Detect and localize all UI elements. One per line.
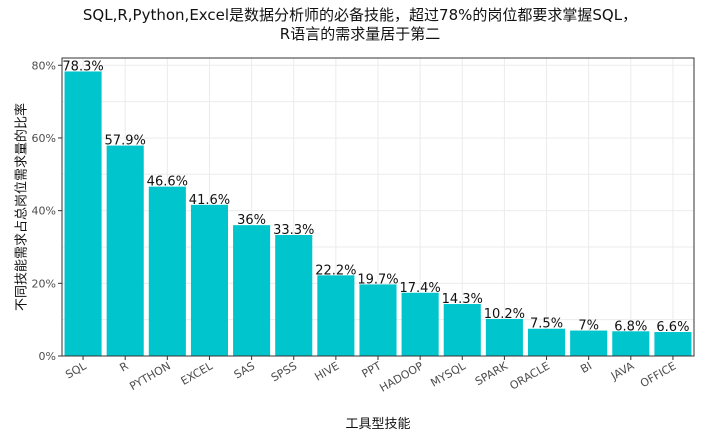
bars xyxy=(64,71,692,356)
bar-office xyxy=(654,332,692,356)
chart-title-line-1: SQL,R,Python,Excel是数据分析师的必备技能，超过78%的岗位都要… xyxy=(82,6,638,24)
x-tick-label-sas: SAS xyxy=(232,359,257,381)
bar-sas xyxy=(233,225,271,356)
x-tick-label-python: PYTHON xyxy=(127,359,172,393)
data-label-spark: 10.2% xyxy=(484,307,525,322)
data-label-ppt: 19.7% xyxy=(357,272,398,287)
bar-oracle xyxy=(527,328,566,356)
data-label-python: 46.6% xyxy=(147,175,188,190)
bar-bi xyxy=(570,330,608,356)
y-axis-title: 不同技能需求占总岗位需求量的比率 xyxy=(14,103,30,311)
data-label-mysql: 14.3% xyxy=(442,292,483,307)
y-tick-label: 20% xyxy=(32,277,56,290)
data-label-r: 57.9% xyxy=(105,134,146,149)
bar-spark xyxy=(485,318,523,356)
bar-hive xyxy=(317,275,355,356)
data-labels: 78.3% 57.9% 46.6%41.6% 36% 33.3% 22.2%19.7%17… xyxy=(62,59,689,335)
data-label-sql: 78.3% xyxy=(62,59,103,74)
x-tick-label-r: R xyxy=(118,359,131,374)
y-tick-label: 60% xyxy=(32,132,56,145)
x-tick-label-sql: SQL xyxy=(63,359,89,382)
x-tick-label-spss: SPSS xyxy=(269,359,299,384)
bar-hadoop xyxy=(401,292,439,356)
x-tick-label-office: OFFICE xyxy=(638,359,678,390)
data-label-sas: 36% xyxy=(237,213,266,228)
bar-ppt xyxy=(359,284,397,356)
chart-title: SQL,R,Python,Excel是数据分析师的必备技能，超过78%的岗位都要… xyxy=(0,6,720,44)
y-tick-label: 80% xyxy=(32,59,56,72)
data-label-bi: 7% xyxy=(578,319,599,334)
data-label-spss: 33.3% xyxy=(273,223,314,238)
y-axis-ticks: 0% 20% 40% 60% 80% xyxy=(32,59,62,363)
x-tick-label-spark: SPARK xyxy=(473,359,511,388)
x-tick-label-java: JAVA xyxy=(608,359,637,383)
x-tick-label-ppt: PPT xyxy=(360,359,384,380)
data-label-office: 6.6% xyxy=(656,320,689,335)
chart-title-line-2: R语言的需求量居于第二 xyxy=(279,25,441,43)
x-tick-label-excel: EXCEL xyxy=(179,359,216,388)
x-tick-label-hive: HIVE xyxy=(312,359,341,383)
x-tick-label-oracle: ORACLE xyxy=(507,359,552,392)
x-tick-label-bi: BI xyxy=(578,359,594,376)
bar-r xyxy=(106,145,144,356)
data-label-oracle: 7.5% xyxy=(530,317,563,332)
bar-spss xyxy=(275,234,313,356)
y-tick-label: 40% xyxy=(32,205,56,218)
data-label-java: 6.8% xyxy=(614,319,647,334)
x-tick-label-mysql: MYSQL xyxy=(428,359,468,390)
bar-mysql xyxy=(443,304,481,356)
data-label-excel: 41.6% xyxy=(189,193,230,208)
bar-python xyxy=(148,186,186,356)
y-tick-label: 0% xyxy=(39,350,56,363)
data-label-hadoop: 17.4% xyxy=(399,281,440,296)
x-tick-label-hadoop: HADOOP xyxy=(377,359,426,395)
bar-java xyxy=(612,331,650,356)
bar-sql xyxy=(64,71,102,356)
x-axis-title: 工具型技能 xyxy=(345,417,410,432)
bar-excel xyxy=(190,204,229,356)
data-label-hive: 22.2% xyxy=(315,263,356,278)
